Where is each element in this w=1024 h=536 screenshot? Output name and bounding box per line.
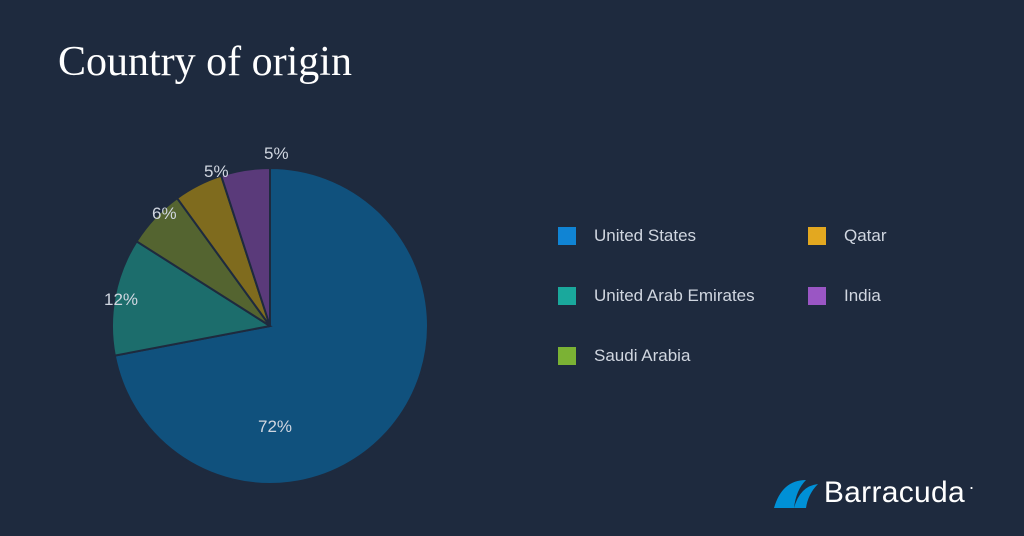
legend-swatch xyxy=(558,287,576,305)
legend: United States Qatar United Arab Emirates In… xyxy=(558,226,978,366)
legend-item: United Arab Emirates xyxy=(558,286,808,306)
brand-logo-text: Barracuda xyxy=(824,476,965,510)
chart-title: Country of origin xyxy=(58,38,352,86)
slice-percent-label: 6% xyxy=(152,204,177,224)
slice-percent-label: 5% xyxy=(204,162,229,182)
legend-item: Qatar xyxy=(808,226,978,246)
pie-chart: 72% 12% 6% 5% 5% xyxy=(80,112,460,492)
legend-swatch xyxy=(808,227,826,245)
legend-item: Saudi Arabia xyxy=(558,346,808,366)
legend-label: Qatar xyxy=(844,226,887,246)
legend-item: India xyxy=(808,286,978,306)
brand-logo: Barracuda . xyxy=(772,476,976,510)
legend-swatch xyxy=(558,347,576,365)
registered-trademark-icon: . xyxy=(969,473,974,494)
legend-swatch xyxy=(808,287,826,305)
legend-item: United States xyxy=(558,226,808,246)
slice-percent-label: 12% xyxy=(104,290,138,310)
legend-label: India xyxy=(844,286,881,306)
legend-swatch xyxy=(558,227,576,245)
barracuda-fin-icon xyxy=(772,476,818,510)
slice-percent-label: 72% xyxy=(258,417,292,437)
slice-percent-label: 5% xyxy=(264,144,289,164)
legend-label: Saudi Arabia xyxy=(594,346,690,366)
legend-label: United Arab Emirates xyxy=(594,286,755,306)
legend-label: United States xyxy=(594,226,696,246)
